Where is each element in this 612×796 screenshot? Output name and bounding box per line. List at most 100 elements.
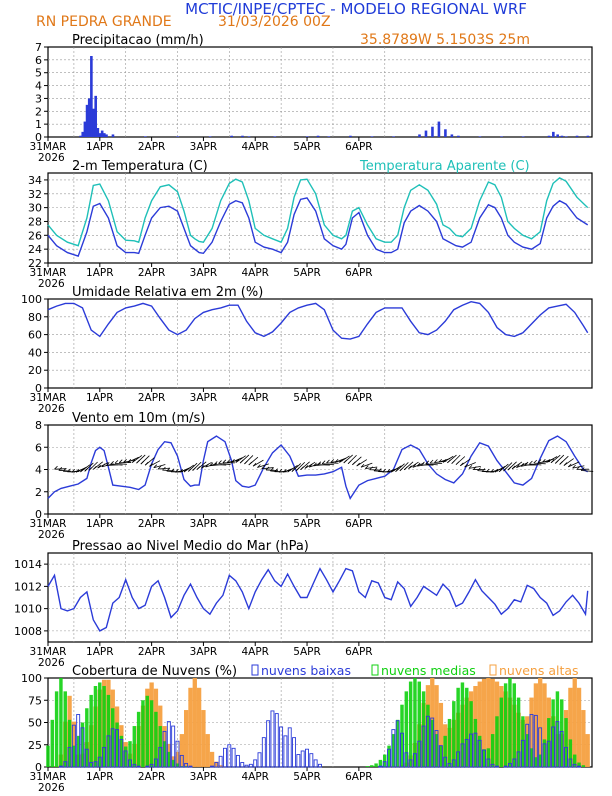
precip-bar-22 bbox=[317, 136, 320, 137]
temp-xtick-label-3: 3APR bbox=[190, 267, 218, 279]
wind-arrowhead-31 bbox=[115, 460, 118, 463]
cloud-medias-bar-10 bbox=[89, 695, 92, 767]
cloud-baixas-bar-60 bbox=[305, 749, 308, 767]
wind-arrowhead-129 bbox=[326, 460, 329, 463]
cloud-baixas-bar-51 bbox=[267, 721, 270, 767]
wind-arrow-225 bbox=[534, 463, 546, 464]
precip-bar-31 bbox=[444, 129, 447, 137]
wind-arrow-241 bbox=[568, 462, 579, 467]
precip-bar-36 bbox=[522, 136, 525, 137]
temp-ytick-label-3: 28 bbox=[28, 215, 42, 228]
precip-bar-26 bbox=[392, 136, 395, 137]
clouds-legend-box-1 bbox=[372, 665, 378, 675]
header-run: 31/03/2026 00Z bbox=[218, 14, 331, 30]
wind-xtick-label-5: 5APR bbox=[293, 518, 321, 530]
cloud-altas-bar-36 bbox=[201, 710, 205, 767]
wind-arrowhead-67 bbox=[193, 468, 196, 471]
cloud-medias-bar-21 bbox=[137, 712, 140, 767]
wind-arrowhead-185 bbox=[447, 460, 450, 463]
cloud-medias-bar-3 bbox=[59, 678, 62, 767]
cloud-baixas-bar-106 bbox=[504, 766, 507, 767]
wind-arrowhead-127 bbox=[322, 461, 325, 464]
precip-bar-15 bbox=[176, 136, 179, 137]
clouds-xtick-label-5: 5APR bbox=[293, 771, 321, 783]
cloud-altas-bar-35 bbox=[197, 688, 201, 767]
cloud-baixas-bar-44 bbox=[236, 755, 239, 767]
wind-xtick-label-6: 6APR bbox=[345, 518, 373, 530]
humidity-ytick-label-1: 20 bbox=[28, 364, 42, 377]
wind-arrowhead-187 bbox=[452, 461, 455, 464]
precip-bar-19 bbox=[248, 136, 251, 137]
cloud-altas-bar-38 bbox=[210, 752, 214, 767]
wind-arrowhead-117 bbox=[301, 467, 304, 470]
wind-arrowhead-69 bbox=[197, 466, 200, 469]
wind-arrowhead-237 bbox=[560, 461, 563, 464]
temp-xtick-label-1: 1APR bbox=[86, 267, 114, 279]
header-station: RN PEDRA GRANDE bbox=[36, 14, 172, 30]
header-coords: 35.8789W 5.1503S 25m bbox=[360, 32, 530, 48]
precip-bar-30 bbox=[438, 122, 441, 137]
cloud-medias-bar-2 bbox=[55, 691, 58, 767]
wind-arrowhead-81 bbox=[223, 460, 226, 463]
precip-bar-43 bbox=[587, 136, 590, 137]
precip-frame bbox=[48, 47, 592, 137]
wind-xtick-label-2: 2APR bbox=[138, 518, 166, 530]
wind-arrow-247 bbox=[581, 470, 593, 471]
cloud-medias-bar-104 bbox=[495, 716, 498, 767]
cloud-baixas-bar-59 bbox=[301, 751, 304, 767]
wind-arrowhead-189 bbox=[456, 462, 459, 465]
humidity-xtick-label-4: 4APR bbox=[241, 392, 269, 404]
temp-legend-aparente: Temperatura Aparente (C) bbox=[359, 159, 530, 174]
cloud-baixas-bar-46 bbox=[245, 765, 248, 767]
clouds-xtick-label-3: 3APR bbox=[190, 771, 218, 783]
humidity-series-0 bbox=[48, 302, 588, 339]
pressure-xtick-label-3: 3APR bbox=[190, 646, 218, 658]
clouds-ytick-label-4: 100 bbox=[21, 672, 42, 685]
humidity-ytick-label-2: 40 bbox=[28, 346, 42, 359]
cloud-baixas-bar-58 bbox=[297, 755, 300, 767]
cloud-medias-bar-84 bbox=[409, 682, 412, 767]
cloud-medias-bar-23 bbox=[146, 696, 149, 767]
cloud-baixas-bar-104 bbox=[495, 766, 498, 767]
precip-bar-40 bbox=[561, 136, 564, 137]
pressure-xtick-label-4: 4APR bbox=[241, 646, 269, 658]
humidity-ytick-label-4: 80 bbox=[28, 311, 42, 324]
precip-bar-23 bbox=[328, 136, 331, 137]
pressure-ytick-label-1: 1010 bbox=[14, 603, 42, 616]
pressure-title: Pressao ao Nivel Medio do Mar (hPa) bbox=[72, 539, 309, 554]
clouds-xtick-label-2: 2APR bbox=[138, 771, 166, 783]
cloud-baixas-bar-53 bbox=[275, 714, 278, 767]
temp-year-label: 2026 bbox=[38, 278, 65, 290]
clouds-xtick-label-4: 4APR bbox=[241, 771, 269, 783]
clouds-legend-label-0: nuvens baixas bbox=[261, 663, 351, 678]
cloud-medias-bar-20 bbox=[133, 726, 136, 767]
cloud-medias-bar-22 bbox=[141, 700, 144, 767]
temp-frame bbox=[48, 173, 592, 263]
pressure-xtick-label-6: 6APR bbox=[345, 646, 373, 658]
precip-bar-39 bbox=[556, 134, 559, 137]
cloud-medias-bar-12 bbox=[98, 682, 101, 767]
wind-arrowhead-41 bbox=[137, 460, 140, 463]
temp-ytick-label-6: 34 bbox=[28, 174, 42, 187]
cloud-baixas-bar-23 bbox=[146, 766, 149, 767]
cloud-medias-bar-1 bbox=[51, 720, 54, 767]
cloud-medias-bar-105 bbox=[500, 698, 503, 767]
wind-ytick-label-2: 4 bbox=[35, 464, 42, 477]
precip-xtick-label-3: 3APR bbox=[190, 141, 218, 153]
cloud-baixas-bar-43 bbox=[232, 748, 235, 767]
wind-year-label: 2026 bbox=[38, 529, 65, 541]
humidity-year-label: 2026 bbox=[38, 403, 65, 415]
cloud-medias-bar-74 bbox=[366, 766, 369, 767]
pressure-ytick-label-2: 1012 bbox=[14, 580, 42, 593]
cloud-altas-bar-37 bbox=[206, 734, 210, 767]
precip-ytick-label-3: 3 bbox=[35, 92, 42, 105]
temp-xtick-label-6: 6APR bbox=[345, 267, 373, 279]
wind-xtick-label-1: 1APR bbox=[86, 518, 114, 530]
precip-title: Precipitacao (mm/h) bbox=[72, 33, 204, 48]
